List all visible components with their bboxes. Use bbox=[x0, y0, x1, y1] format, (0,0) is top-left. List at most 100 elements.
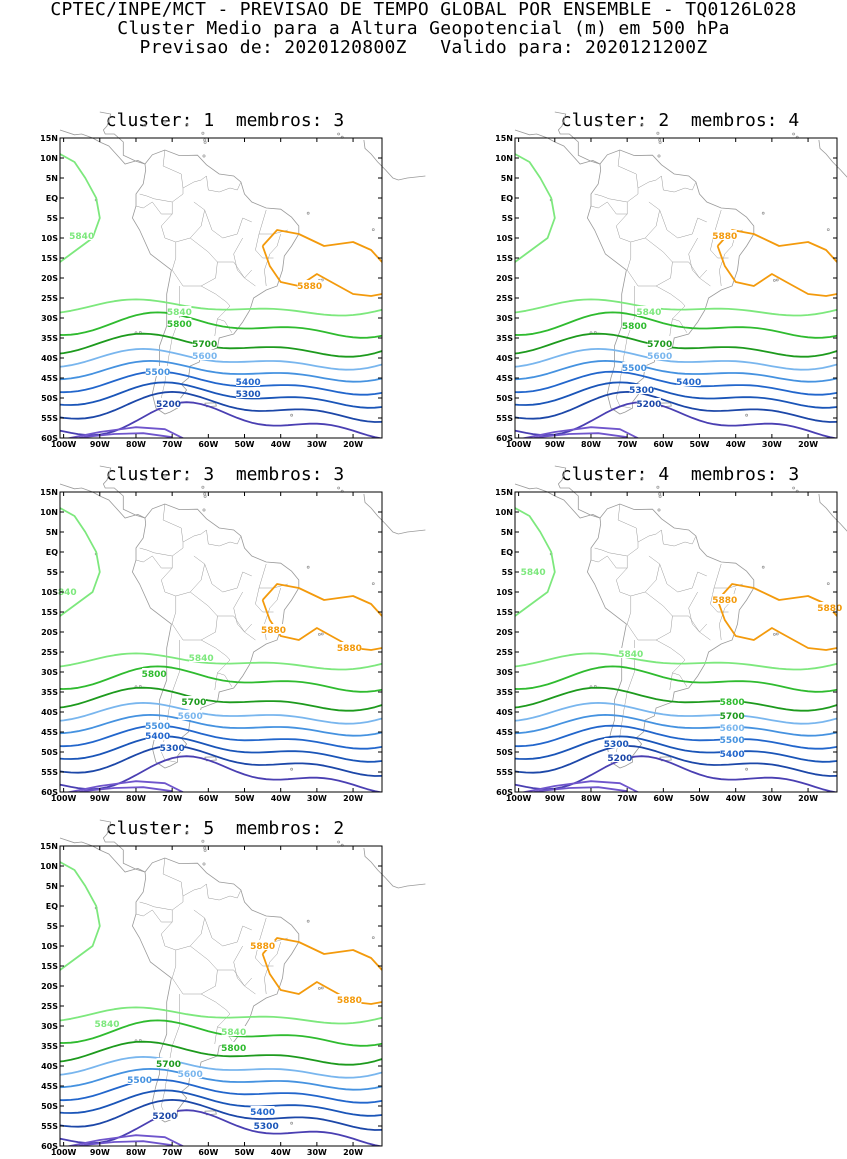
lat-tick-label: 5S bbox=[47, 568, 59, 577]
isoline-5840 bbox=[60, 1006, 382, 1025]
island bbox=[640, 123, 644, 127]
isoline-5600 bbox=[515, 348, 837, 371]
africa-coast bbox=[363, 139, 426, 181]
country-border bbox=[190, 555, 205, 593]
island bbox=[656, 131, 660, 135]
isoline-5600 bbox=[60, 1056, 382, 1079]
lon-tick-label: 100W bbox=[51, 440, 77, 449]
isoline-5600 bbox=[60, 348, 382, 371]
contour-label-bg bbox=[160, 742, 185, 752]
island bbox=[618, 474, 622, 478]
island bbox=[320, 632, 324, 636]
header-title: CPTEC/INPE/MCT - PREVISAO DE TEMPO GLOBA… bbox=[50, 0, 797, 20]
lon-tick-label: 60W bbox=[198, 440, 218, 449]
contour-label: 5840 bbox=[189, 654, 214, 664]
island bbox=[317, 986, 321, 990]
island bbox=[143, 477, 147, 481]
lat-tick-label: 55S bbox=[496, 768, 513, 777]
lat-tick-label: 15N bbox=[40, 488, 58, 497]
island bbox=[185, 477, 189, 481]
contour-label-bg bbox=[817, 602, 842, 612]
map-axes: 15N 10N 5N EQ 5S 10S 15S 20S 25S 30S 35S 40S 45S 50S 5… bbox=[40, 488, 383, 803]
country-border bbox=[217, 969, 256, 995]
contour-label-bg bbox=[236, 376, 261, 386]
central-america-coast bbox=[554, 111, 601, 165]
isoline-5400 bbox=[515, 724, 837, 750]
central-america-coast bbox=[59, 837, 146, 873]
island bbox=[163, 120, 167, 124]
central-america-coast bbox=[514, 483, 601, 519]
isoline-5300 bbox=[515, 381, 837, 409]
lat-tick-label: EQ bbox=[46, 902, 58, 911]
island bbox=[792, 486, 796, 490]
panel-title: cluster: 4 membros: 3 bbox=[560, 464, 800, 485]
isoline-5000 bbox=[520, 426, 640, 438]
contour-label: 5800 bbox=[221, 1044, 246, 1054]
isoline-5840 bbox=[515, 652, 837, 671]
contour-label-bg bbox=[720, 748, 745, 758]
contour-label: 5300 bbox=[160, 744, 185, 754]
contour-label-bg bbox=[636, 306, 661, 316]
contour-label: 5700 bbox=[647, 340, 672, 350]
island bbox=[201, 839, 205, 843]
isoline-5000 bbox=[74, 1140, 173, 1146]
central-america-coast bbox=[59, 483, 146, 519]
lat-tick-label: 50S bbox=[41, 1102, 58, 1111]
isoline-5840-north bbox=[515, 507, 556, 617]
isoline-5700 bbox=[60, 1040, 382, 1066]
contour-label-bg bbox=[145, 366, 170, 376]
contour-label: 5500 bbox=[720, 736, 745, 746]
lat-tick-label: 15S bbox=[496, 608, 513, 617]
contour-label: 5600 bbox=[178, 1070, 203, 1080]
contour-label: 5880 bbox=[297, 282, 322, 292]
isoline-5400 bbox=[60, 724, 382, 750]
land-outline bbox=[514, 111, 847, 417]
land-outline bbox=[514, 465, 847, 771]
geopotential-map: 5840 5880 5880 5840 5800 5700 5600 5500 5300 5400… bbox=[495, 465, 847, 803]
island bbox=[618, 120, 622, 124]
country-border bbox=[190, 909, 205, 947]
lat-tick-label: 20S bbox=[41, 274, 58, 283]
isoline-5840-north bbox=[60, 861, 101, 971]
map-panel-cluster-2: cluster: 2 membros: 4 5880 5840 5800 5700 56… bbox=[495, 111, 847, 451]
country-border bbox=[264, 233, 281, 287]
lat-tick-label: 15N bbox=[40, 134, 58, 143]
lon-tick-label: 60W bbox=[198, 1148, 218, 1157]
africa-coast bbox=[363, 847, 426, 889]
lat-tick-label: 30S bbox=[496, 314, 513, 323]
island bbox=[640, 477, 644, 481]
isoline-5200 bbox=[515, 391, 837, 423]
lat-tick-label: 25S bbox=[496, 294, 513, 303]
lon-tick-label: 40W bbox=[271, 794, 291, 803]
contour-label-bg bbox=[720, 710, 745, 720]
isoline-5880 bbox=[261, 583, 382, 617]
country-border bbox=[590, 201, 628, 215]
lat-tick-label: 40S bbox=[496, 708, 513, 717]
contour-labels: 5840 5880 5880 5840 5800 5700 5600 5500 5300 5400… bbox=[521, 566, 842, 764]
contour-label-bg bbox=[145, 730, 170, 740]
contour-label: 5400 bbox=[676, 378, 701, 388]
lat-tick-label: 15N bbox=[495, 134, 513, 143]
country-border bbox=[162, 503, 207, 543]
isoline-5000 bbox=[65, 426, 185, 438]
lat-tick-label: 30S bbox=[496, 668, 513, 677]
lat-tick-label: 15N bbox=[40, 842, 58, 851]
isoline-5600 bbox=[515, 702, 837, 725]
lat-tick-label: 10N bbox=[495, 508, 513, 517]
lon-tick-label: 70W bbox=[162, 1148, 182, 1157]
lat-tick-label: 60S bbox=[41, 434, 58, 443]
contour-label-bg bbox=[337, 642, 362, 652]
lat-tick-label: 50S bbox=[41, 394, 58, 403]
island bbox=[201, 485, 205, 489]
island bbox=[371, 228, 375, 231]
isoline-5500 bbox=[60, 1068, 382, 1091]
island bbox=[337, 486, 341, 490]
contour-label: 5880 bbox=[337, 996, 362, 1006]
panel-title: cluster: 1 membros: 3 bbox=[105, 110, 345, 131]
island bbox=[306, 565, 310, 569]
lon-tick-label: 70W bbox=[617, 794, 637, 803]
island bbox=[163, 828, 167, 832]
island bbox=[290, 767, 294, 771]
